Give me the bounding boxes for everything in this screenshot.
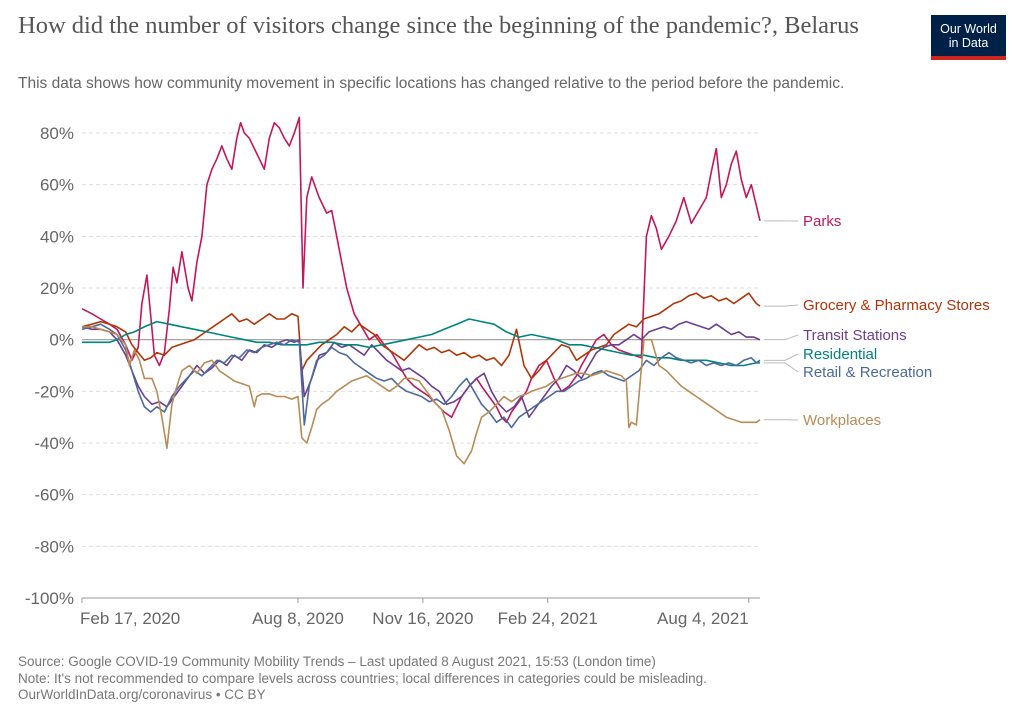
- series-line-parks: [81, 116, 761, 424]
- y-tick-label: -40%: [34, 434, 74, 453]
- y-tick-label: -100%: [25, 589, 74, 608]
- series-label-connector: [764, 353, 799, 361]
- y-tick-label: -80%: [34, 537, 74, 556]
- y-tick-label: 0%: [49, 331, 74, 350]
- chart-subtitle: This data shows how community movement i…: [18, 75, 845, 92]
- logo-line-2: in Data: [948, 36, 989, 50]
- series-label: Transit Stations: [803, 327, 907, 344]
- x-tick-label: Feb 24, 2021: [498, 609, 598, 628]
- series-label: Workplaces: [803, 412, 881, 429]
- series-label: Parks: [803, 213, 841, 230]
- y-axis: -100% -80% -60% -40% -20% 0% 20% 40% 60% 80%: [25, 124, 74, 608]
- series-line-workplaces: [82, 325, 761, 465]
- owid-logo[interactable]: Our World in Data: [931, 15, 1006, 60]
- x-tick-label: Feb 17, 2020: [80, 609, 180, 628]
- series-labels: Parks Grocery & Pharmacy Stores Transit St…: [764, 213, 990, 429]
- series-lines: [81, 116, 761, 465]
- series-label: Grocery & Pharmacy Stores: [803, 297, 990, 314]
- y-tick-label: 40%: [40, 227, 74, 246]
- line-chart: -100% -80% -60% -40% -20% 0% 20% 40% 60% 80% Feb …: [25, 116, 990, 628]
- x-tick-label: Nov 16, 2020: [372, 609, 473, 628]
- chart-title: How did the number of visitors change si…: [18, 12, 859, 39]
- y-tick-label: -60%: [34, 486, 74, 505]
- series-label-connector: [764, 362, 799, 373]
- series-line-residential: [82, 318, 761, 367]
- y-tick-label: 80%: [40, 124, 74, 143]
- x-tick-label: Aug 8, 2020: [252, 609, 344, 628]
- owid-url[interactable]: OurWorldInData.org/coronavirus • CC BY: [18, 687, 266, 702]
- series-label-connector: [764, 304, 799, 307]
- series-line-transit-stations: [81, 320, 761, 419]
- series-line-grocery-pharmacy-stores: [81, 292, 761, 380]
- comparison-note: Note: It's not recommended to compare le…: [18, 670, 707, 686]
- footer: Source: Google COVID-19 Community Mobili…: [18, 654, 707, 704]
- y-tick-label: 60%: [40, 176, 74, 195]
- source-note[interactable]: Source: Google COVID-19 Community Mobili…: [18, 654, 656, 669]
- x-axis: Feb 17, 2020 Aug 8, 2020 Nov 16, 2020 Feb 2…: [80, 597, 760, 628]
- series-label: Retail & Recreation: [803, 364, 932, 381]
- series-label: Residential: [803, 346, 877, 363]
- logo-line-1: Our World: [940, 22, 997, 36]
- series-label-connector: [764, 334, 799, 341]
- y-tick-label: 20%: [40, 279, 74, 298]
- y-tick-label: -20%: [34, 382, 74, 401]
- x-tick-label: Aug 4, 2021: [657, 609, 749, 628]
